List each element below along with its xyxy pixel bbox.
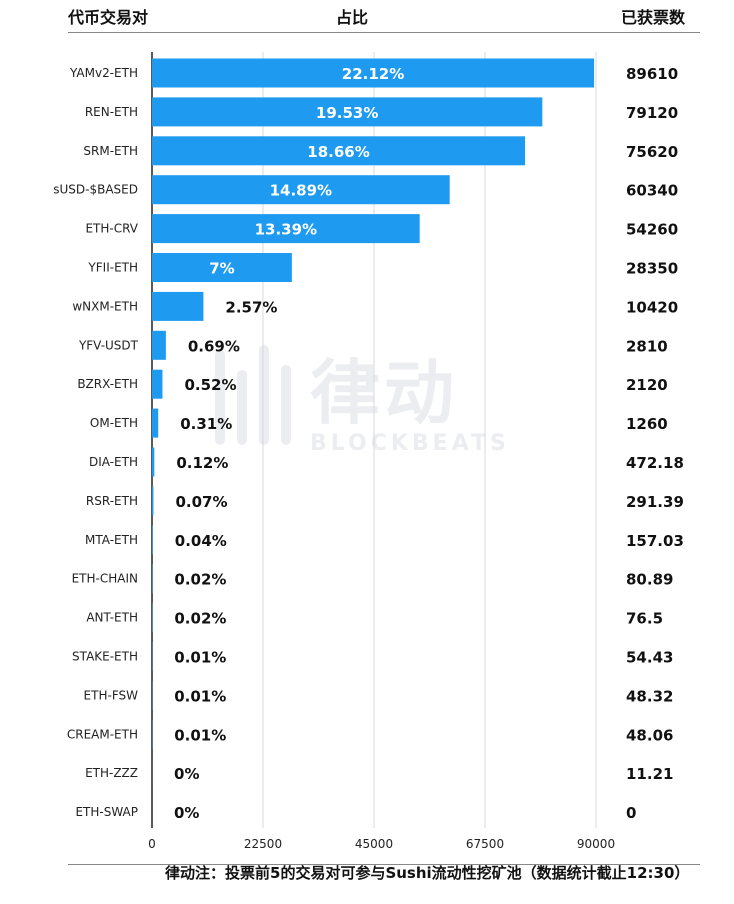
value-label: 157.03 (626, 532, 684, 550)
category-label: BZRX-ETH (77, 377, 138, 391)
bar (152, 58, 595, 88)
percent-label: 0.01% (174, 649, 226, 667)
value-label: 48.32 (626, 687, 673, 705)
category-label: sUSD-$BASED (53, 183, 138, 197)
header-share: 占比 (336, 8, 369, 27)
category-label: REN-ETH (85, 105, 138, 119)
value-label: 89610 (626, 65, 678, 83)
value-label: 28350 (626, 260, 678, 278)
percent-label: 0.04% (175, 532, 227, 550)
percent-label: 14.89% (270, 182, 332, 200)
value-label: 80.89 (626, 571, 673, 589)
percent-label: 13.39% (255, 221, 317, 239)
category-label: OM-ETH (90, 416, 138, 430)
bar (152, 136, 526, 166)
category-label: ANT-ETH (86, 611, 138, 625)
x-tick-label: 22500 (244, 837, 282, 851)
bar (152, 291, 204, 321)
value-label: 54.43 (626, 649, 673, 667)
percent-label: 0.02% (174, 610, 226, 628)
category-label: ETH-FSW (84, 688, 139, 702)
percent-label: 7% (209, 260, 234, 278)
value-label: 472.18 (626, 454, 684, 472)
category-label: ETH-CRV (85, 222, 138, 236)
percent-label: 0.31% (180, 415, 232, 433)
bar (152, 486, 154, 516)
percent-label: 18.66% (307, 143, 369, 161)
bar (152, 175, 450, 205)
category-label: ETH-CHAIN (72, 572, 138, 586)
percent-label: 22.12% (342, 65, 404, 83)
percent-label: 0.07% (175, 493, 227, 511)
category-label: ETH-SWAP (75, 805, 138, 819)
category-label: CREAM-ETH (67, 727, 138, 741)
category-label: YFII-ETH (87, 261, 138, 275)
category-label: ETH-ZZZ (85, 766, 138, 780)
category-label: YAMv2-ETH (69, 66, 138, 80)
percent-label: 0.01% (174, 687, 226, 705)
value-label: 291.39 (626, 493, 684, 511)
bar (152, 253, 292, 282)
percent-label: 19.53% (316, 104, 378, 122)
value-label: 2120 (626, 376, 668, 394)
category-label: STAKE-ETH (72, 650, 138, 664)
percent-label: 0.02% (174, 571, 226, 589)
value-label: 79120 (626, 104, 678, 122)
value-label: 75620 (626, 143, 678, 161)
category-label: YFV-USDT (78, 338, 139, 352)
header-pair: 代币交易对 (68, 8, 149, 27)
category-label: wNXM-ETH (72, 299, 138, 313)
bar (152, 447, 155, 477)
value-label: 48.06 (626, 726, 673, 744)
header-votes: 已获票数 (621, 8, 686, 27)
footer-divider (68, 864, 700, 865)
percent-label: 0.01% (174, 726, 226, 744)
x-tick-label: 0 (148, 837, 156, 851)
bar (152, 408, 159, 438)
x-tick-label: 67500 (466, 837, 504, 851)
value-label: 2810 (626, 337, 668, 355)
bar (152, 97, 543, 127)
category-label: SRM-ETH (83, 144, 138, 158)
percent-label: 0.52% (184, 376, 236, 394)
percent-label: 0.69% (188, 337, 240, 355)
footer-note: 律动注：投票前5的交易对可参与Sushi流动性挖矿池（数据统计截止12:30） (165, 864, 690, 882)
value-label: 60340 (626, 182, 678, 200)
percent-label: 0.12% (176, 454, 228, 472)
value-label: 0 (626, 804, 636, 822)
percent-label: 0% (174, 804, 199, 822)
x-tick-label: 45000 (355, 837, 393, 851)
value-label: 10420 (626, 298, 678, 316)
value-label: 54260 (626, 221, 678, 239)
bar (152, 369, 163, 399)
value-label: 76.5 (626, 610, 663, 628)
percent-label: 2.57% (225, 298, 277, 316)
bar (152, 330, 166, 360)
value-label: 1260 (626, 415, 668, 433)
bar (152, 525, 153, 555)
x-tick-label: 90000 (577, 837, 615, 851)
value-label: 11.21 (626, 765, 673, 783)
category-label: RSR-ETH (86, 494, 138, 508)
category-label: DIA-ETH (89, 455, 138, 469)
bar-chart: 0 22500 45000 67500 90000 YAMv2-ETH 22.12% 8961… (53, 52, 684, 851)
category-label: MTA-ETH (85, 533, 138, 547)
header-divider (68, 32, 700, 33)
bar (152, 214, 420, 244)
percent-label: 0% (174, 765, 199, 783)
